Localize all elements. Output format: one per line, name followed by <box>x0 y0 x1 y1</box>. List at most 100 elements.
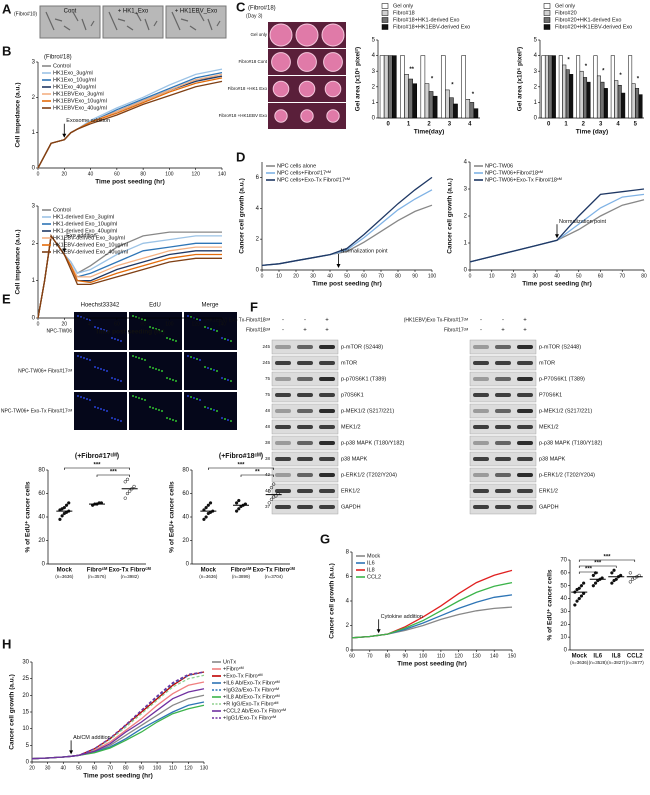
nucleus <box>190 316 192 318</box>
y-tick-label: 70 <box>560 558 567 564</box>
legend-swatch <box>381 3 389 9</box>
bar <box>424 83 430 119</box>
protein-label: mTOR <box>341 360 357 366</box>
nucleus <box>193 397 195 399</box>
legend-label: Fibro#18+HK1-derived Exo <box>393 17 460 23</box>
band <box>275 457 291 461</box>
marker-label: 245 <box>262 360 270 365</box>
arrow-head <box>69 750 74 755</box>
arrow-head <box>62 248 67 253</box>
bar <box>412 83 418 119</box>
bar <box>392 55 397 119</box>
legend-label: CCL2 <box>367 574 381 580</box>
legend-label: +Fibroᶜᴹ <box>223 665 244 672</box>
bar <box>569 74 574 119</box>
data-point <box>593 581 598 585</box>
nucleus <box>97 367 99 369</box>
significance: * <box>585 64 588 70</box>
panel-label: D <box>236 149 245 164</box>
x-tick-label: 90 <box>412 273 418 279</box>
data-point <box>577 596 581 601</box>
band <box>275 393 291 397</box>
arrow-head <box>555 234 559 239</box>
nucleus <box>152 367 154 369</box>
x-tick-label: 80 <box>123 765 129 771</box>
nucleus <box>161 410 163 412</box>
x-sublabel: (n=3528) <box>589 660 608 665</box>
x-tick-label: 0 <box>387 122 391 128</box>
band <box>297 489 313 493</box>
data-point <box>628 571 632 575</box>
y-tick-label: 6 <box>256 175 260 181</box>
band <box>473 345 489 349</box>
x-tick-label: IL8 <box>612 654 621 660</box>
band <box>495 505 511 509</box>
bar <box>631 83 636 119</box>
marker-label: 75 <box>265 392 271 397</box>
x-tick-label: 100 <box>419 653 428 659</box>
column-label: Merge <box>201 303 219 309</box>
y-tick-label: 2 <box>32 241 36 247</box>
x-tick-label: 80 <box>140 171 146 177</box>
panel-label: A <box>2 1 12 16</box>
significance: * <box>431 76 434 82</box>
x-tick-label: 4 <box>616 122 620 128</box>
marker-label: 38 <box>265 456 271 461</box>
legend-label: NPC cells alone <box>277 163 316 169</box>
event-label: Normalization point <box>559 219 607 225</box>
gel-well <box>269 23 293 47</box>
micrograph <box>74 352 127 390</box>
band <box>319 409 335 413</box>
band <box>473 409 489 413</box>
event-label: Exosome addition <box>66 118 110 124</box>
x-tick-label: 60 <box>92 765 98 771</box>
legend-label: Control <box>53 63 71 69</box>
row-label: Gel only <box>250 32 267 37</box>
band <box>473 377 489 381</box>
legend-label: HK1Exo_10ug/ml <box>53 77 96 83</box>
nucleus <box>149 326 151 328</box>
nucleus <box>199 399 201 401</box>
chart-title: (+Fibro#18ᶜᴹ) <box>219 453 263 460</box>
lane-sign: - <box>282 328 284 334</box>
panel-label: H <box>2 636 11 651</box>
nucleus <box>97 407 99 409</box>
x-tick-label: 70 <box>619 273 625 279</box>
band <box>319 393 335 397</box>
data-point <box>237 507 241 511</box>
band <box>517 425 533 429</box>
nucleus <box>94 366 96 368</box>
nucleus <box>144 359 146 361</box>
nucleus <box>80 356 82 358</box>
lane-sign: + <box>325 318 329 324</box>
x-tick-label: 50 <box>76 765 82 771</box>
x-tick-label: 60 <box>349 653 355 659</box>
cell-shape <box>90 20 95 27</box>
nucleus <box>80 396 82 398</box>
nucleus <box>80 316 82 318</box>
y-axis-label: Cancer cell growth (a.u.) <box>447 178 454 254</box>
protein-label: p38 MAPK <box>341 456 368 462</box>
y-tick-label: 40 <box>182 515 189 521</box>
y-tick-label: 5 <box>26 743 30 749</box>
band <box>517 457 533 461</box>
y-axis-label: Cancer cell growth (a.u.) <box>329 563 336 639</box>
nucleus <box>166 337 168 339</box>
nucleus <box>166 377 168 379</box>
x-tick-label: 80 <box>385 653 391 659</box>
panel-label: G <box>320 531 330 546</box>
bar <box>465 99 471 119</box>
micrograph <box>184 352 237 390</box>
protein-label: p-MEK1/2 (S217/221) <box>341 408 394 414</box>
data-point <box>67 501 71 505</box>
nucleus <box>230 420 232 422</box>
significance: * <box>567 58 570 64</box>
data-point <box>202 517 206 521</box>
legend-label: HK1EBVExo_3ug/ml <box>53 91 104 97</box>
x-tick-label: 130 <box>200 765 209 771</box>
data-point <box>579 584 584 588</box>
arrow-head <box>62 133 67 138</box>
day-label: (Day 3) <box>246 13 263 19</box>
chart-subtitle: (Fibro#18) <box>44 55 72 61</box>
nucleus <box>210 328 212 330</box>
